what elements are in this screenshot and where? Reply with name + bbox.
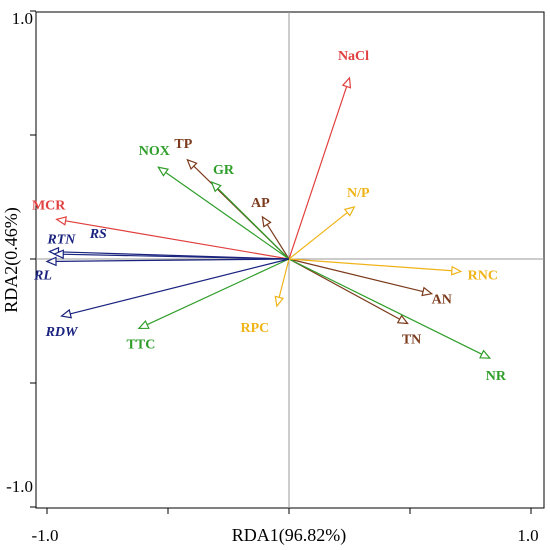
vector-arrowhead-rl <box>45 256 57 267</box>
vector-arrowhead-rpc <box>274 295 285 308</box>
vector-arrowhead-rdw <box>60 308 73 319</box>
vector-line-nacl <box>288 77 351 260</box>
vector-label-rs: RS <box>89 227 107 242</box>
vector-label-n-p: N/P <box>347 186 370 201</box>
vector-line-rdw <box>61 258 290 317</box>
vector-arrowhead-ttc <box>137 319 150 330</box>
vector-line-n-p <box>288 206 355 260</box>
vector-label-rpc: RPC <box>241 321 270 336</box>
x-tick-label-right: 1.0 <box>517 526 538 545</box>
vector-label-rtn: RTN <box>46 233 76 248</box>
vector-line-nr <box>288 258 491 359</box>
vector-arrowhead-gr <box>210 181 222 193</box>
x-tick-label-left: -1.0 <box>32 526 59 545</box>
vector-arrowhead-nacl <box>341 76 352 89</box>
vector-label-nacl: NaCl <box>338 49 369 64</box>
vector-arrowhead-rs <box>52 249 64 260</box>
vector-label-rl: RL <box>33 268 52 283</box>
vector-label-mcr: MCR <box>32 198 66 213</box>
vector-arrowhead-mcr <box>55 216 67 226</box>
biplot-vectors <box>45 76 492 359</box>
vector-arrowhead-nr <box>479 349 492 359</box>
vector-arrowhead-tn <box>396 314 409 325</box>
vector-label-ap: AP <box>251 196 270 211</box>
plot-frame <box>35 11 545 509</box>
vector-line-nox <box>157 166 290 260</box>
vector-label-nox: NOX <box>139 144 170 159</box>
x-axis-title: RDA1(96.82%) <box>232 525 347 546</box>
y-axis-title: RDA2(0.46%) <box>1 207 22 313</box>
axis-ticks <box>30 10 532 514</box>
vector-label-rdw: RDW <box>45 325 79 340</box>
vector-line-an <box>288 258 432 295</box>
vector-label-tp: TP <box>174 137 192 152</box>
vector-line-gr <box>211 181 290 260</box>
vector-line-mcr <box>56 218 290 260</box>
vector-arrowhead-rnc <box>450 265 463 276</box>
vector-label-tn: TN <box>402 332 421 347</box>
vector-line-rl <box>46 258 290 263</box>
vector-label-gr: GR <box>213 163 235 178</box>
vector-arrowhead-an <box>421 286 434 297</box>
vector-arrowhead-n-p <box>343 205 356 217</box>
vector-line-tn <box>288 258 408 325</box>
vector-arrowhead-nox <box>157 166 170 177</box>
vector-line-ttc <box>138 258 290 329</box>
vector-label-ttc: TTC <box>127 337 156 352</box>
y-tick-label-bottom: -1.0 <box>6 477 33 496</box>
vector-labels: NaCl MCR TP AP AN TN NOX GR TTC NR N/P RNC RPC RTN RS R… <box>32 49 507 384</box>
vector-label-an: AN <box>432 293 452 308</box>
y-tick-label-top: 1.0 <box>12 9 33 28</box>
vector-label-rnc: RNC <box>468 268 498 283</box>
vector-label-nr: NR <box>486 369 507 384</box>
vector-line-rs <box>54 253 290 260</box>
vector-arrowhead-ap <box>261 215 272 228</box>
vector-arrowhead-tp <box>186 158 198 171</box>
vector-line-rnc <box>288 258 461 272</box>
